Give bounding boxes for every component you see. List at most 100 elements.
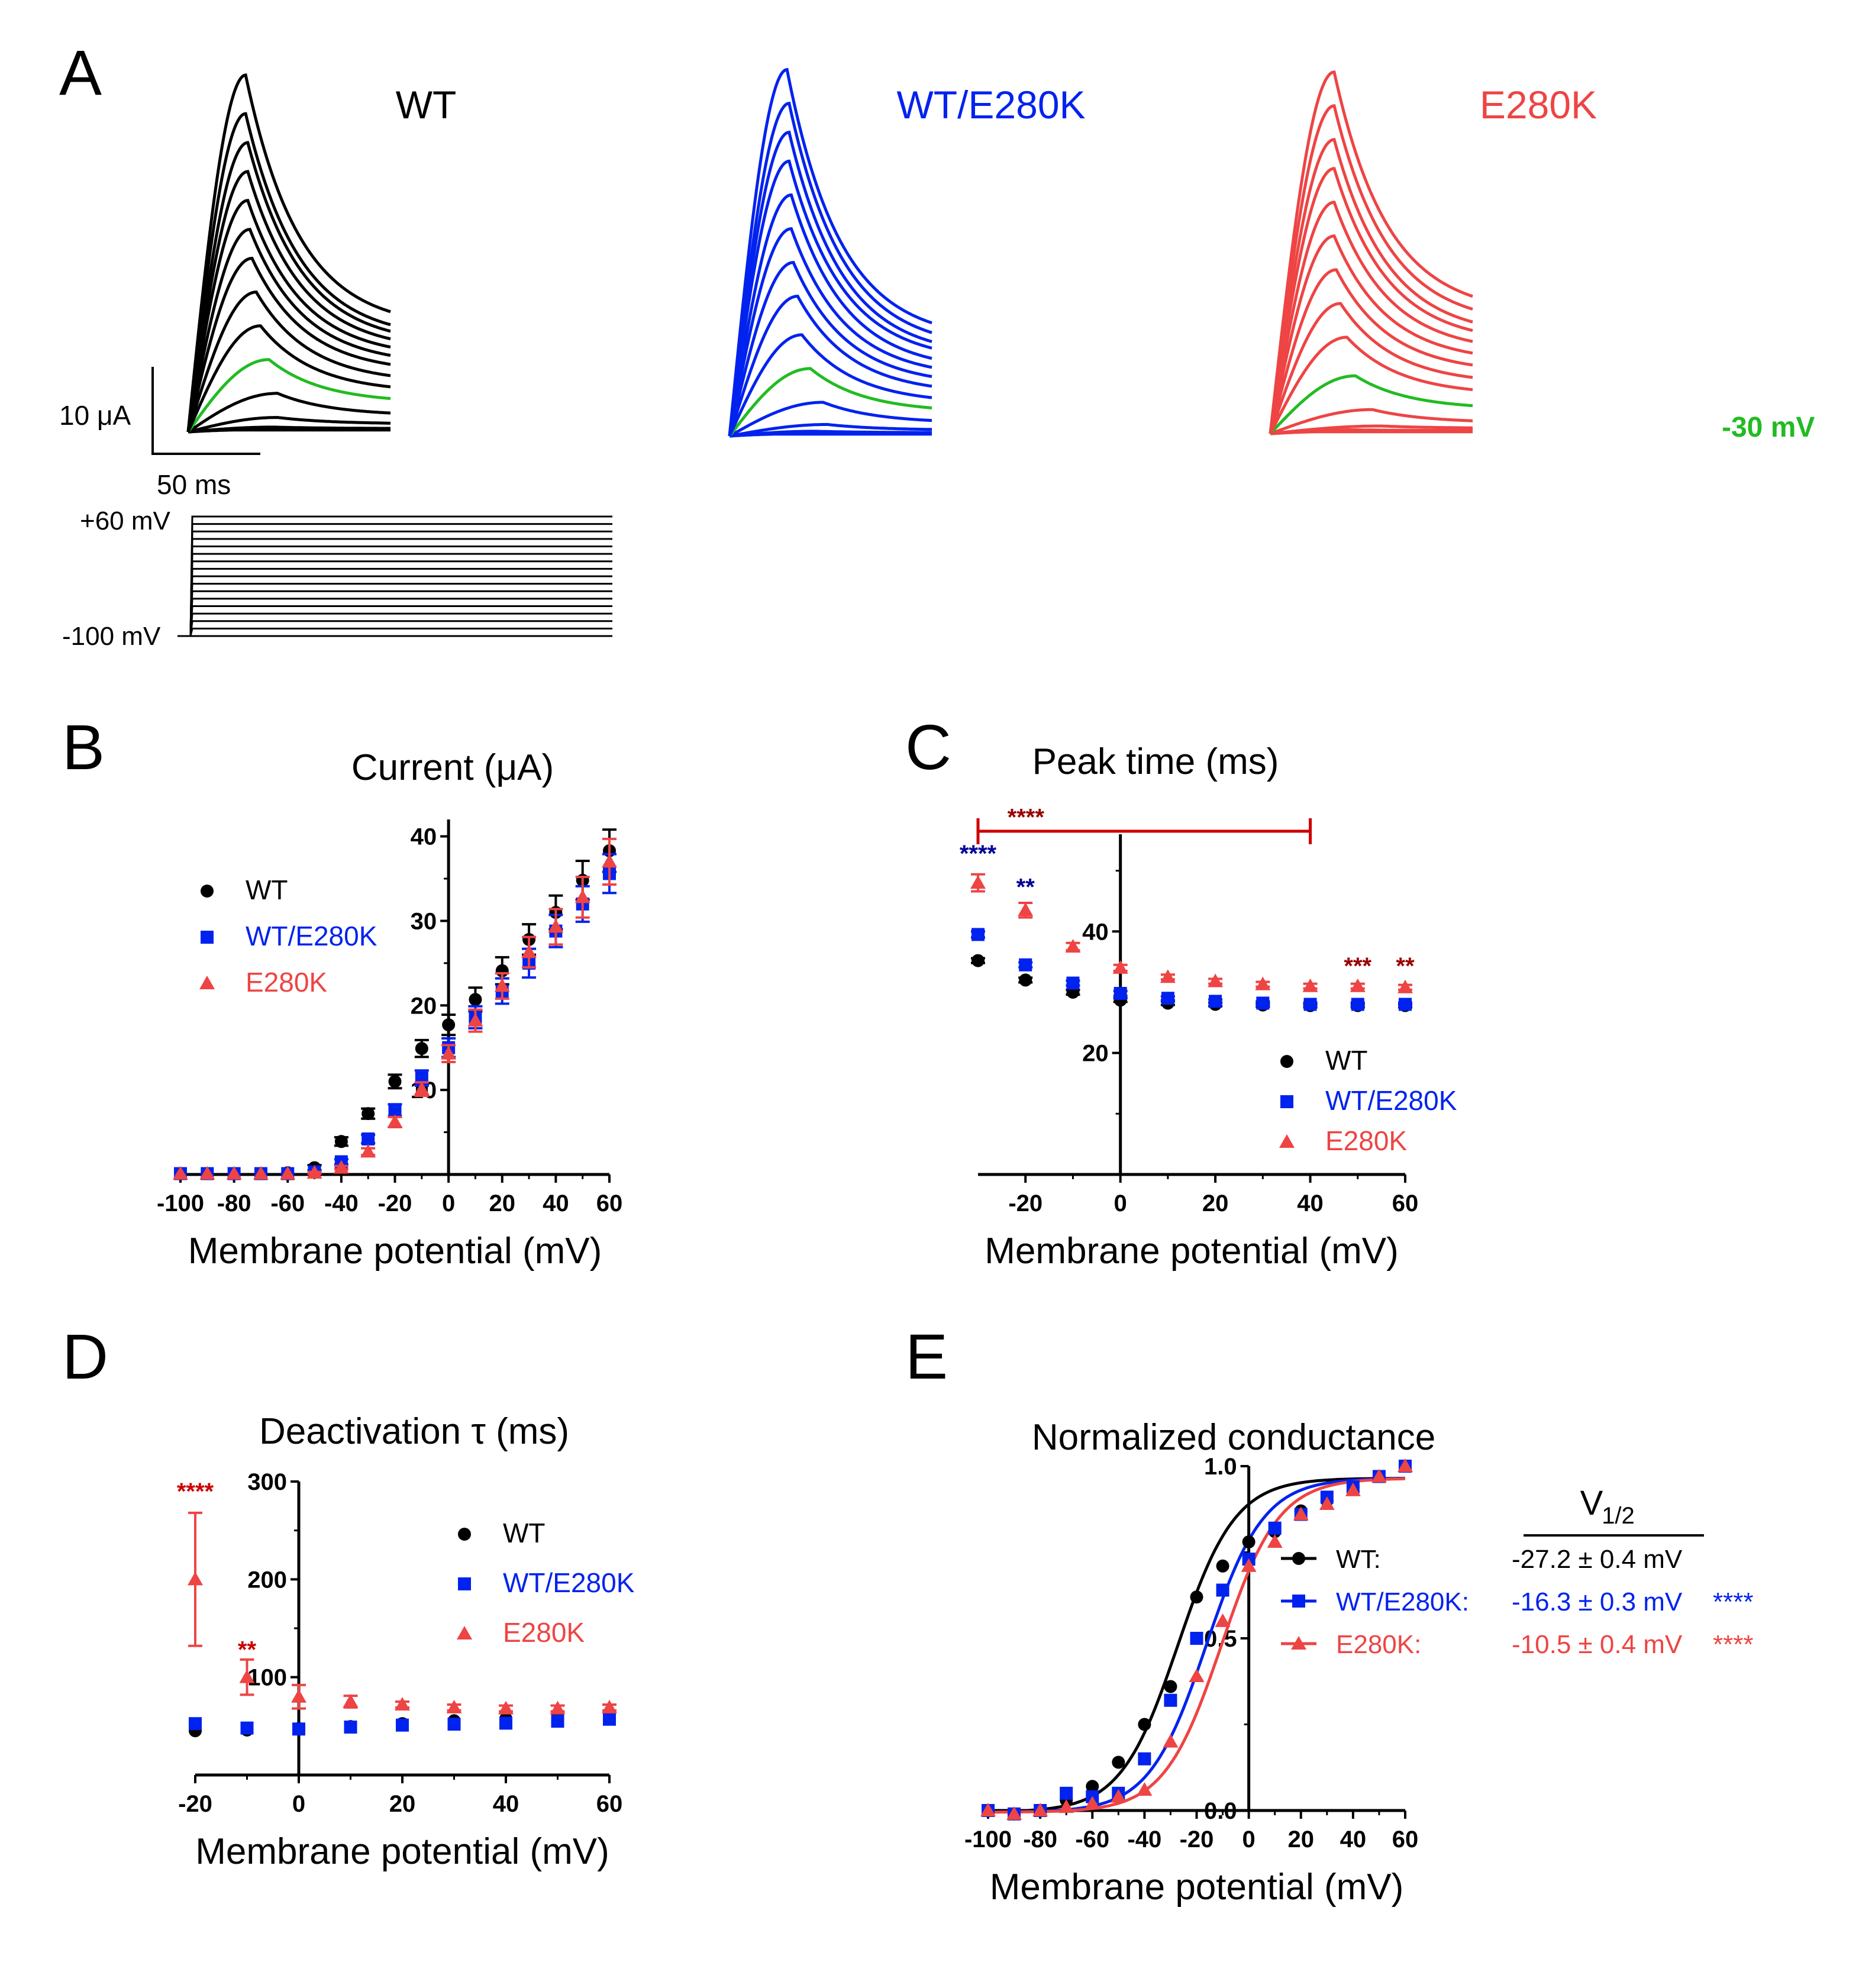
trace-e280k-8 bbox=[1269, 335, 1473, 435]
legend-vhalf-wt: -27.2 ± 0.4 mV bbox=[1512, 1545, 1683, 1574]
trace-e280k-9 bbox=[1269, 302, 1473, 434]
point-wt-e280k bbox=[396, 1718, 409, 1732]
point-e280k bbox=[343, 1694, 359, 1708]
point-wt bbox=[415, 1042, 428, 1056]
point-e280k bbox=[602, 854, 617, 868]
point-e280k bbox=[441, 1045, 457, 1060]
legend-label-wt-e280k: WT/E280K bbox=[246, 921, 377, 951]
trace-wt-10 bbox=[186, 257, 391, 433]
trace-wt-15 bbox=[186, 112, 391, 433]
point-e280k bbox=[1208, 973, 1224, 987]
legend-marker-e280k bbox=[199, 976, 215, 989]
significance-stars: **** bbox=[960, 841, 997, 867]
trace-title-wt-e280k: WT/E280K bbox=[896, 83, 1085, 127]
legend-stars-e280k: **** bbox=[1713, 1630, 1754, 1659]
x-tick-label: 0 bbox=[442, 1190, 455, 1216]
trace-wt-12 bbox=[186, 199, 391, 433]
protocol-bottom-label: -100 mV bbox=[62, 622, 161, 651]
x-tick-label: -20 bbox=[1008, 1190, 1043, 1216]
x-tick-label: 40 bbox=[1340, 1826, 1367, 1853]
legend-label-wt-e280k: WT/E280K bbox=[503, 1567, 635, 1598]
trace-wt-e280k-4 bbox=[729, 430, 932, 438]
point-e280k bbox=[1293, 1506, 1309, 1521]
point-e280k bbox=[1085, 1796, 1100, 1810]
point-wt bbox=[334, 1135, 348, 1148]
point-e280k bbox=[498, 1700, 514, 1715]
x-axis-label: Membrane potential (mV) bbox=[195, 1831, 609, 1872]
y-tick-label: 40 bbox=[1082, 919, 1109, 945]
point-e280k bbox=[1267, 1534, 1283, 1548]
trace-wt-e280k-13 bbox=[728, 159, 932, 437]
x-tick-label: 60 bbox=[596, 1791, 623, 1817]
trace-e280k-10 bbox=[1269, 268, 1473, 434]
legend-label-wt: WT bbox=[246, 874, 288, 905]
point-wt-e280k bbox=[1190, 1632, 1203, 1645]
point-e280k bbox=[280, 1166, 296, 1180]
point-e280k bbox=[446, 1699, 462, 1713]
point-wt-e280k bbox=[1303, 998, 1317, 1011]
point-e280k bbox=[239, 1669, 255, 1683]
significance-stars: ** bbox=[1016, 874, 1035, 901]
point-wt-e280k bbox=[1114, 987, 1127, 1001]
x-tick-label: 0 bbox=[292, 1791, 305, 1817]
point-wt-e280k bbox=[1164, 1693, 1177, 1707]
y-tick-label: 20 bbox=[1082, 1041, 1109, 1067]
legend-label-wt: WT bbox=[1325, 1045, 1368, 1076]
point-e280k bbox=[306, 1165, 322, 1179]
scale-bar bbox=[151, 367, 260, 455]
x-tick-label: 20 bbox=[489, 1190, 516, 1216]
point-wt bbox=[1019, 973, 1032, 987]
x-tick-label: 20 bbox=[389, 1791, 416, 1817]
point-e280k bbox=[1215, 1613, 1231, 1627]
point-e280k bbox=[1398, 979, 1413, 993]
significance-stars: *** bbox=[1344, 953, 1371, 979]
legend-marker-e280k bbox=[1291, 1636, 1306, 1650]
legend-marker-wt bbox=[201, 885, 214, 898]
point-e280k bbox=[188, 1571, 203, 1586]
panel-title: Normalized conductance bbox=[1032, 1417, 1435, 1458]
legend-marker-wt-e280k bbox=[458, 1577, 471, 1590]
trace-wt-13 bbox=[186, 170, 391, 433]
significance-stars: ** bbox=[1396, 953, 1415, 979]
point-wt bbox=[972, 954, 985, 967]
trace-wt-e280k-5 bbox=[729, 422, 932, 438]
x-tick-label: -80 bbox=[217, 1190, 251, 1216]
x-axis-label: Membrane potential (mV) bbox=[990, 1867, 1404, 1908]
point-e280k bbox=[333, 1160, 349, 1174]
legend-vhalf-wt-e280k: -16.3 ± 0.3 mV bbox=[1512, 1587, 1683, 1616]
panel-letter-E: E bbox=[905, 1321, 948, 1392]
point-wt-e280k bbox=[499, 1716, 512, 1730]
x-tick-label: -60 bbox=[1075, 1826, 1109, 1853]
protocol-top-label: +60 mV bbox=[80, 506, 171, 535]
panel-letter-D: D bbox=[62, 1321, 108, 1392]
trace-e280k-14 bbox=[1269, 138, 1473, 434]
point-e280k bbox=[575, 889, 590, 903]
legend-label-wt-e280k: WT/E280K bbox=[1325, 1085, 1457, 1116]
legend-header-subscript: 1/2 bbox=[1602, 1503, 1635, 1529]
point-e280k bbox=[1006, 1806, 1022, 1820]
point-e280k bbox=[1018, 902, 1034, 916]
point-wt-e280k bbox=[1209, 995, 1222, 1008]
legend-name-e280k: E280K: bbox=[1336, 1630, 1421, 1659]
trace-wt-8 bbox=[186, 324, 391, 433]
x-tick-label: 40 bbox=[543, 1190, 569, 1216]
point-wt-e280k bbox=[189, 1717, 202, 1731]
point-e280k bbox=[970, 875, 986, 889]
point-e280k bbox=[1302, 978, 1318, 992]
point-e280k bbox=[414, 1081, 430, 1095]
protocol-step bbox=[177, 515, 612, 637]
legend-marker-wt-e280k bbox=[201, 931, 214, 944]
significance-stars: **** bbox=[177, 1479, 214, 1505]
legend-marker-wt-e280k bbox=[1280, 1095, 1293, 1108]
x-tick-label: 20 bbox=[1202, 1190, 1229, 1216]
point-wt bbox=[362, 1107, 375, 1121]
panel-letter-A: A bbox=[59, 37, 102, 108]
point-wt-e280k bbox=[1216, 1583, 1229, 1597]
trace-wt-e280k-7 bbox=[728, 367, 932, 437]
trace-title-e280k: E280K bbox=[1480, 83, 1597, 127]
trace-e280k-6 bbox=[1270, 408, 1473, 435]
legend-marker-e280k bbox=[457, 1626, 472, 1640]
x-axis-label: Membrane potential (mV) bbox=[985, 1231, 1399, 1271]
trace-wt-9 bbox=[186, 291, 391, 433]
protocol-step bbox=[177, 567, 612, 637]
